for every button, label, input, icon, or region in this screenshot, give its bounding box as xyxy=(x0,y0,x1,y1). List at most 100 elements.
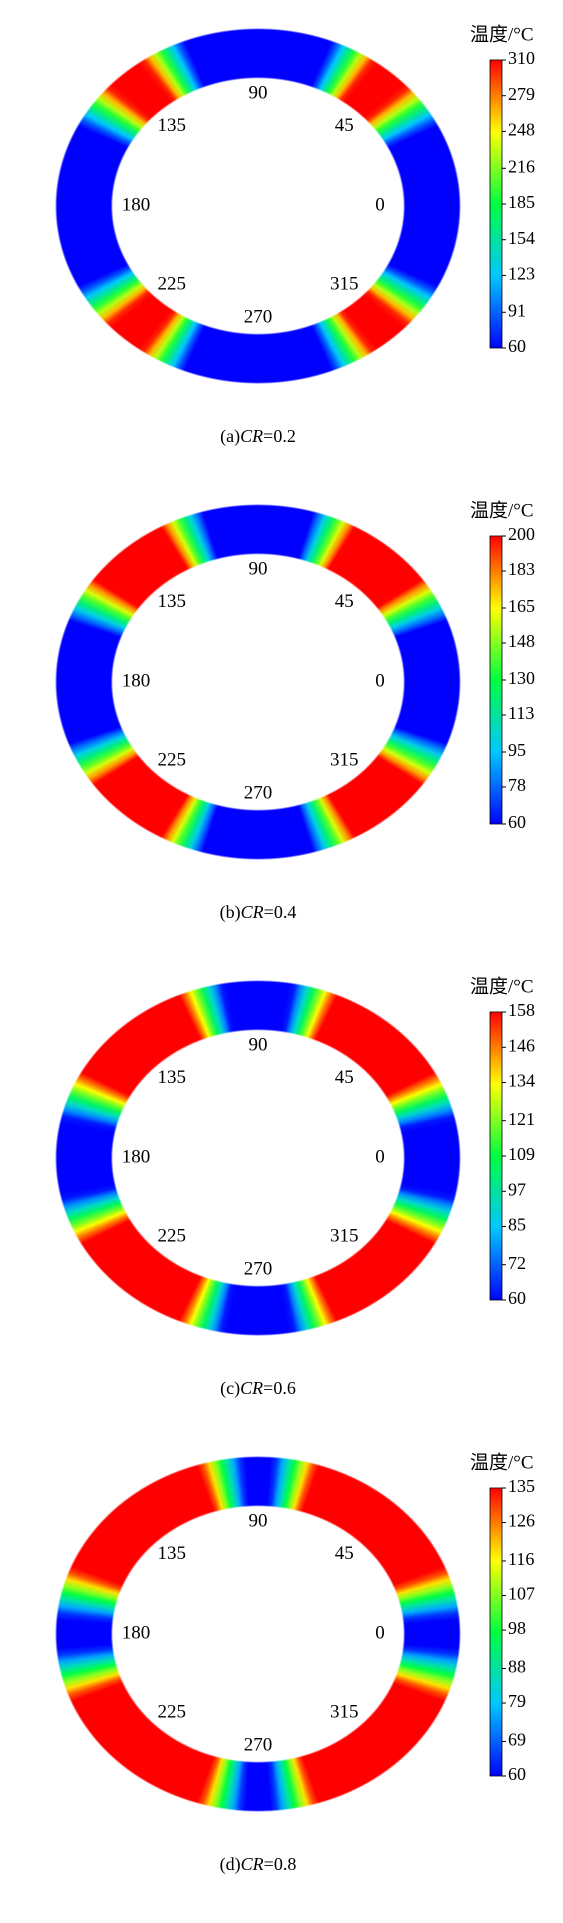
colorbar-tick-label: 165 xyxy=(508,596,535,616)
colorbar-tick-label: 60 xyxy=(508,336,526,356)
angle-label: 90 xyxy=(249,1510,268,1531)
temperature-field xyxy=(55,980,461,1336)
colorbar-title: 温度/°C xyxy=(470,499,534,521)
colorbar xyxy=(489,1011,503,1301)
caption-label: (d) xyxy=(220,1854,241,1875)
caption-label: (c) xyxy=(220,1378,240,1399)
colorbar-tick-label: 185 xyxy=(508,192,535,212)
colorbar xyxy=(489,1487,503,1777)
caption-separator: = xyxy=(264,1854,274,1874)
colorbar-tick-label: 148 xyxy=(508,631,535,651)
caption-separator: = xyxy=(264,902,274,922)
colorbar-tick-label: 279 xyxy=(508,84,535,104)
angle-label: 45 xyxy=(335,115,354,136)
colorbar-tick-label: 310 xyxy=(508,48,535,68)
colorbar-tick-label: 130 xyxy=(508,668,535,688)
caption-label: (a) xyxy=(220,426,240,447)
angle-label: 315 xyxy=(330,274,359,295)
colorbar xyxy=(489,59,503,349)
caption-separator: = xyxy=(263,1378,273,1398)
colorbar-title: 温度/°C xyxy=(470,23,534,45)
temperature-field xyxy=(55,1456,461,1812)
colorbar-tick-label: 200 xyxy=(508,524,535,544)
angle-label: 180 xyxy=(122,1146,151,1167)
angle-label: 225 xyxy=(157,1226,186,1247)
angle-label: 0 xyxy=(375,670,385,691)
angle-label: 180 xyxy=(122,1622,151,1643)
colorbar-tick-label: 78 xyxy=(508,775,526,795)
colorbar-tick-label: 85 xyxy=(508,1215,526,1235)
colorbar-tick-label: 91 xyxy=(508,300,526,320)
angle-label: 225 xyxy=(157,1702,186,1723)
angle-label: 0 xyxy=(375,1146,385,1167)
angle-label: 90 xyxy=(249,1034,268,1055)
colorbar-tick-label: 146 xyxy=(508,1035,535,1055)
angle-label: 180 xyxy=(122,194,151,215)
colorbar-tick-label: 79 xyxy=(508,1691,526,1711)
colorbar-tick-label: 95 xyxy=(508,740,526,760)
colorbar-tick-label: 134 xyxy=(508,1071,535,1091)
caption: (d)CR=0.8 xyxy=(220,1854,297,1875)
angle-label: 180 xyxy=(122,670,151,691)
angle-label: 0 xyxy=(375,194,385,215)
angle-label: 270 xyxy=(244,782,273,803)
caption-separator: = xyxy=(263,426,273,446)
colorbar-tick-label: 97 xyxy=(508,1179,526,1199)
colorbar-tick-label: 135 xyxy=(508,1476,535,1496)
temperature-field xyxy=(55,504,461,860)
angle-label: 315 xyxy=(330,1226,359,1247)
angle-label: 135 xyxy=(157,115,186,136)
angle-label: 135 xyxy=(157,1067,186,1088)
colorbar-tick-label: 248 xyxy=(508,120,535,140)
colorbar xyxy=(489,535,503,825)
caption: (b)CR=0.4 xyxy=(220,902,297,923)
caption-variable: CR xyxy=(240,1378,263,1398)
colorbar-tick-label: 69 xyxy=(508,1730,526,1750)
colorbar-tick-label: 121 xyxy=(508,1109,535,1129)
colorbar-tick-label: 107 xyxy=(508,1584,535,1604)
angle-label: 45 xyxy=(335,591,354,612)
angle-label: 225 xyxy=(157,750,186,771)
colorbar-tick-label: 126 xyxy=(508,1511,535,1531)
colorbar-tick-label: 98 xyxy=(508,1618,526,1638)
angle-label: 90 xyxy=(249,558,268,579)
angle-label: 225 xyxy=(157,274,186,295)
caption-variable: CR xyxy=(240,426,263,446)
angle-label: 270 xyxy=(244,1734,273,1755)
angle-label: 135 xyxy=(157,591,186,612)
angle-label: 270 xyxy=(244,306,273,327)
angle-label: 315 xyxy=(330,750,359,771)
colorbar-tick-label: 113 xyxy=(508,703,534,723)
colorbar-tick-label: 183 xyxy=(508,559,535,579)
angle-label: 45 xyxy=(335,1543,354,1564)
angle-label: 270 xyxy=(244,1258,273,1279)
colorbar-tick-label: 60 xyxy=(508,812,526,832)
colorbar-tick-label: 116 xyxy=(508,1549,534,1569)
angle-label: 135 xyxy=(157,1543,186,1564)
angle-label: 0 xyxy=(375,1622,385,1643)
colorbar-tick-label: 72 xyxy=(508,1253,526,1273)
caption: (c)CR=0.6 xyxy=(220,1378,296,1399)
colorbar-tick-label: 123 xyxy=(508,264,535,284)
colorbar-tick-label: 154 xyxy=(508,228,535,248)
angle-label: 315 xyxy=(330,1702,359,1723)
colorbar-title: 温度/°C xyxy=(470,975,534,997)
caption-value: 0.6 xyxy=(273,1378,296,1398)
colorbar-tick-label: 60 xyxy=(508,1288,526,1308)
colorbar-tick-label: 88 xyxy=(508,1657,526,1677)
caption-value: 0.2 xyxy=(273,426,296,446)
colorbar-tick-label: 216 xyxy=(508,156,535,176)
caption-value: 0.4 xyxy=(274,902,297,922)
caption-value: 0.8 xyxy=(274,1854,297,1874)
colorbar-tick-label: 109 xyxy=(508,1144,535,1164)
colorbar-tick-label: 60 xyxy=(508,1764,526,1784)
temperature-field xyxy=(55,28,461,384)
caption-variable: CR xyxy=(241,1854,264,1874)
caption-variable: CR xyxy=(241,902,264,922)
caption: (a)CR=0.2 xyxy=(220,426,296,447)
caption-label: (b) xyxy=(220,902,241,923)
colorbar-title: 温度/°C xyxy=(470,1451,534,1473)
angle-label: 45 xyxy=(335,1067,354,1088)
